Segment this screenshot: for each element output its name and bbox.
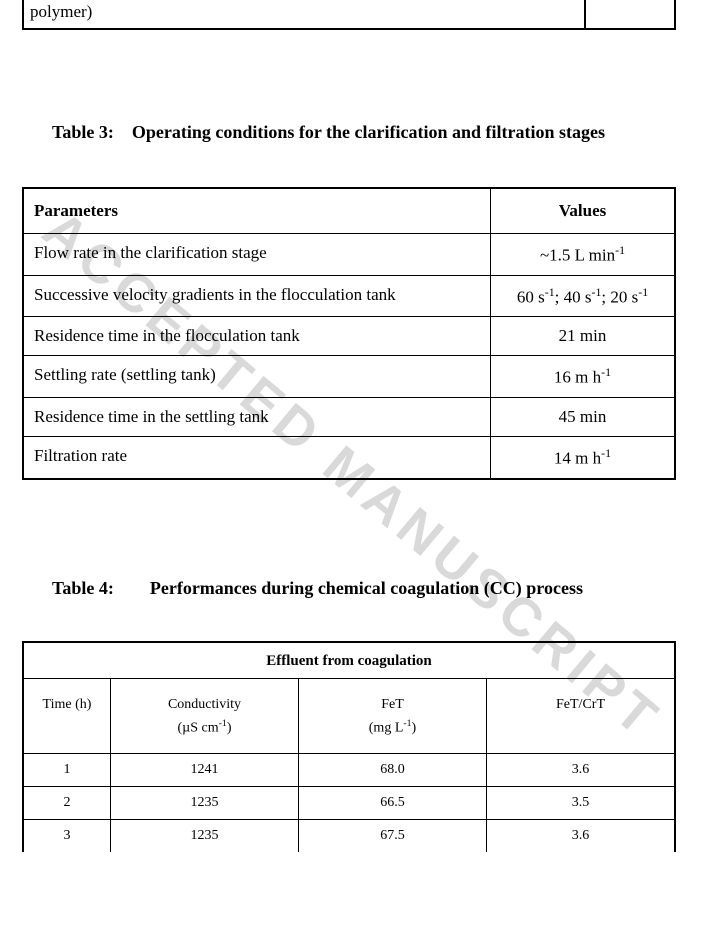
table4-row: 2 1235 66.5 3.5: [24, 786, 674, 819]
table4-cell-cond: 1235: [110, 820, 298, 852]
table3-row: Residence time in the flocculation tank …: [24, 316, 674, 355]
prev-table-tail-label: polymer): [24, 0, 584, 28]
table3-row: Settling rate (settling tank) 16 m h-1: [24, 355, 674, 397]
prev-table-tail-value: [584, 0, 674, 28]
table3-row: Filtration rate 14 m h-1: [24, 436, 674, 478]
table4-col-header-ratio: FeT/CrT: [486, 679, 674, 753]
table4-cell-ratio: 3.6: [486, 754, 674, 786]
table4-col-header-fet: FeT(mg L-1): [298, 679, 486, 753]
table4-cell-ratio: 3.6: [486, 820, 674, 852]
table3-cell-value: 16 m h-1: [490, 356, 674, 397]
table3-row: Residence time in the settling tank 45 m…: [24, 397, 674, 436]
table4-cell-ratio: 3.5: [486, 787, 674, 819]
table3-cell-param: Flow rate in the clarification stage: [24, 234, 490, 275]
table3: Parameters Values Flow rate in the clari…: [22, 187, 676, 480]
table3-cell-param: Residence time in the flocculation tank: [24, 317, 490, 355]
table4-header-row: Time (h) Conductivity(µS cm-1) FeT(mg L-…: [24, 679, 674, 753]
table3-row: Successive velocity gradients in the flo…: [24, 275, 674, 317]
table4-row: 1 1241 68.0 3.6: [24, 753, 674, 786]
page: ACCEPTED MANUSCRIPT polymer) Table 3: Op…: [0, 0, 704, 950]
table3-cell-param: Settling rate (settling tank): [24, 356, 490, 397]
table3-cell-value: 14 m h-1: [490, 437, 674, 478]
table4-row: 3 1235 67.5 3.6: [24, 819, 674, 852]
table3-header-row: Parameters Values: [24, 189, 674, 234]
table4: Effluent from coagulation Time (h) Condu…: [22, 641, 676, 852]
table3-cell-value: ~1.5 L min-1: [490, 234, 674, 275]
table3-cell-value: 45 min: [490, 398, 674, 436]
table4-cell-fet: 66.5: [298, 787, 486, 819]
table4-col-header-cond: Conductivity(µS cm-1): [110, 679, 298, 753]
table3-caption: Table 3: Operating conditions for the cl…: [52, 122, 676, 143]
table4-cell-fet: 68.0: [298, 754, 486, 786]
table3-col-header-parameters: Parameters: [24, 189, 490, 233]
table3-row: Flow rate in the clarification stage ~1.…: [24, 234, 674, 275]
table4-cell-fet: 67.5: [298, 820, 486, 852]
table4-title: Effluent from coagulation: [24, 643, 674, 679]
table4-cell-cond: 1235: [110, 787, 298, 819]
table4-cell-time: 2: [24, 787, 110, 819]
page-content: polymer) Table 3: Operating conditions f…: [0, 0, 704, 852]
table4-col-header-time: Time (h): [24, 679, 110, 753]
table4-caption: Table 4: Performances during chemical co…: [52, 578, 676, 599]
table4-cell-time: 1: [24, 754, 110, 786]
table3-cell-value: 21 min: [490, 317, 674, 355]
table3-cell-param: Residence time in the settling tank: [24, 398, 490, 436]
table3-cell-param: Filtration rate: [24, 437, 490, 478]
table3-cell-value: 60 s-1; 40 s-1; 20 s-1: [490, 276, 674, 317]
prev-table-tail-row: polymer): [22, 0, 676, 30]
table4-cell-cond: 1241: [110, 754, 298, 786]
table4-cell-time: 3: [24, 820, 110, 852]
table3-cell-param: Successive velocity gradients in the flo…: [24, 276, 490, 317]
table3-col-header-values: Values: [490, 189, 674, 233]
